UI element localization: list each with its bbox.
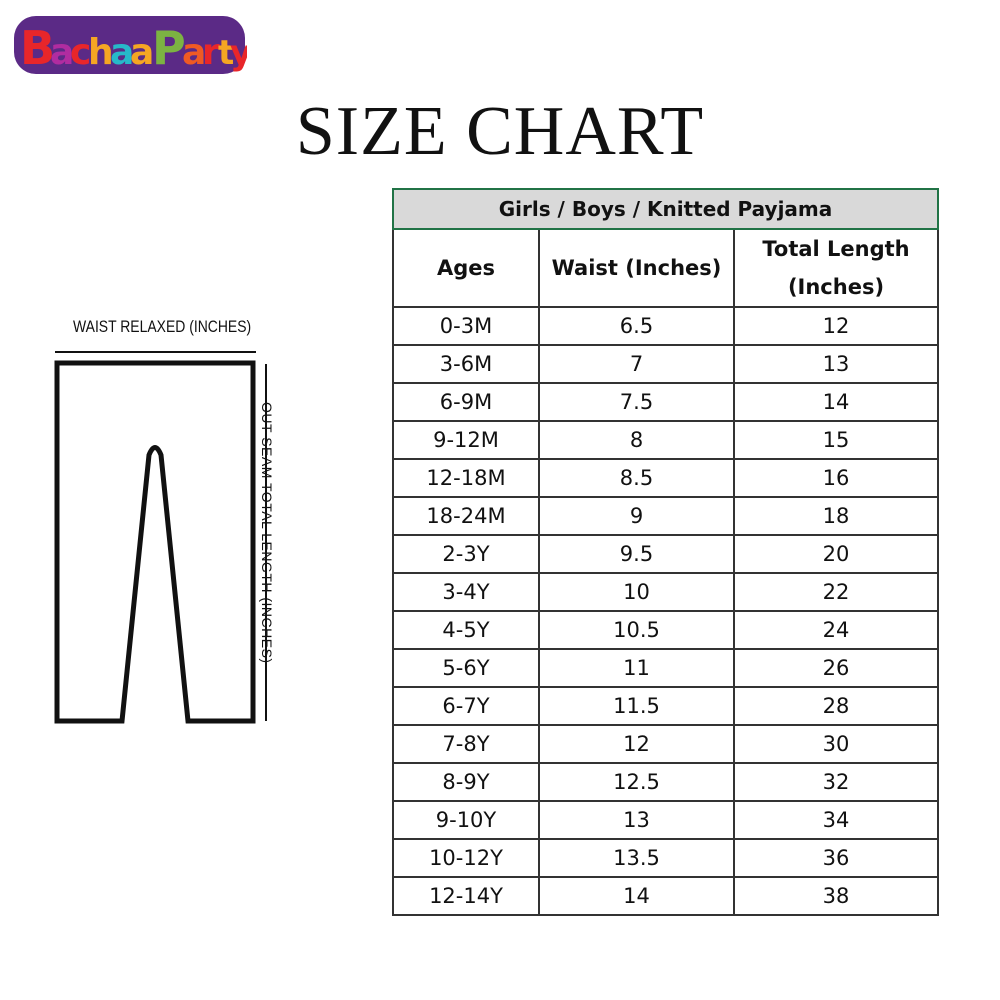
table-row: 12-14Y 14 38 (392, 876, 939, 916)
cell-waist: 12 (538, 724, 735, 764)
table-row: 8-9Y 12.5 32 (392, 762, 939, 802)
cell-age: 4-5Y (392, 610, 540, 650)
cell-waist: 7 (538, 344, 735, 384)
svg-text:r: r (202, 32, 220, 73)
cell-age: 2-3Y (392, 534, 540, 574)
svg-text:P: P (152, 21, 186, 75)
cell-waist: 11 (538, 648, 735, 688)
table-title: Girls / Boys / Knitted Payjama (392, 188, 939, 230)
cell-age: 12-14Y (392, 876, 540, 916)
cell-waist: 6.5 (538, 306, 735, 346)
cell-waist: 10.5 (538, 610, 735, 650)
cell-length: 18 (733, 496, 939, 536)
svg-text:a: a (50, 32, 74, 73)
cell-age: 6-9M (392, 382, 540, 422)
table-row: 9-12M 8 15 (392, 420, 939, 460)
cell-waist: 9 (538, 496, 735, 536)
header-length: Total Length (Inches) (733, 228, 939, 308)
svg-text:t: t (218, 33, 234, 73)
table-row: 10-12Y 13.5 36 (392, 838, 939, 878)
cell-length: 38 (733, 876, 939, 916)
table-row: 0-3M 6.5 12 (392, 306, 939, 346)
cell-length: 36 (733, 838, 939, 878)
cell-length: 14 (733, 382, 939, 422)
table-row: 7-8Y 12 30 (392, 724, 939, 764)
waist-label: WAIST RELAXED (INCHES) (73, 317, 252, 336)
cell-waist: 7.5 (538, 382, 735, 422)
cell-age: 0-3M (392, 306, 540, 346)
cell-waist: 8.5 (538, 458, 735, 498)
cell-waist: 13.5 (538, 838, 735, 878)
table-row: 12-18M 8.5 16 (392, 458, 939, 498)
header-waist: Waist (Inches) (538, 228, 735, 308)
header-ages: Ages (392, 228, 540, 308)
cell-length: 20 (733, 534, 939, 574)
pants-outline (54, 360, 256, 724)
cell-length: 30 (733, 724, 939, 764)
bachaaparty-logo: B a c h a a P a r t y (14, 16, 247, 75)
table-row: 4-5Y 10.5 24 (392, 610, 939, 650)
cell-waist: 13 (538, 800, 735, 840)
cell-waist: 10 (538, 572, 735, 612)
cell-waist: 11.5 (538, 686, 735, 726)
cell-waist: 8 (538, 420, 735, 460)
table-row: 18-24M 9 18 (392, 496, 939, 536)
svg-text:h: h (88, 32, 114, 73)
cell-length: 34 (733, 800, 939, 840)
table-row: 2-3Y 9.5 20 (392, 534, 939, 574)
pants-diagram (54, 351, 267, 724)
cell-length: 13 (733, 344, 939, 384)
svg-text:y: y (230, 33, 247, 73)
table-row: 9-10Y 13 34 (392, 800, 939, 840)
cell-age: 7-8Y (392, 724, 540, 764)
table-row: 3-6M 7 13 (392, 344, 939, 384)
svg-text:B: B (20, 21, 55, 75)
cell-age: 6-7Y (392, 686, 540, 726)
cell-age: 9-12M (392, 420, 540, 460)
cell-age: 9-10Y (392, 800, 540, 840)
cell-length: 28 (733, 686, 939, 726)
table-row: 5-6Y 11 26 (392, 648, 939, 688)
cell-age: 3-4Y (392, 572, 540, 612)
cell-waist: 14 (538, 876, 735, 916)
cell-length: 16 (733, 458, 939, 498)
svg-text:c: c (70, 32, 91, 73)
cell-waist: 12.5 (538, 762, 735, 802)
table-row: 3-4Y 10 22 (392, 572, 939, 612)
svg-text:a: a (182, 32, 206, 73)
cell-length: 32 (733, 762, 939, 802)
cell-waist: 9.5 (538, 534, 735, 574)
table-row: 6-7Y 11.5 28 (392, 686, 939, 726)
cell-length: 22 (733, 572, 939, 612)
svg-text:a: a (130, 32, 154, 73)
size-table: Girls / Boys / Knitted Payjama Ages Wais… (392, 188, 939, 916)
svg-text:a: a (110, 32, 134, 73)
cell-age: 18-24M (392, 496, 540, 536)
cell-length: 12 (733, 306, 939, 346)
cell-age: 5-6Y (392, 648, 540, 688)
cell-age: 10-12Y (392, 838, 540, 878)
cell-age: 8-9Y (392, 762, 540, 802)
page-title: SIZE CHART (295, 93, 705, 170)
cell-length: 15 (733, 420, 939, 460)
cell-age: 12-18M (392, 458, 540, 498)
cell-age: 3-6M (392, 344, 540, 384)
cell-length: 24 (733, 610, 939, 650)
cell-length: 26 (733, 648, 939, 688)
table-row: 6-9M 7.5 14 (392, 382, 939, 422)
